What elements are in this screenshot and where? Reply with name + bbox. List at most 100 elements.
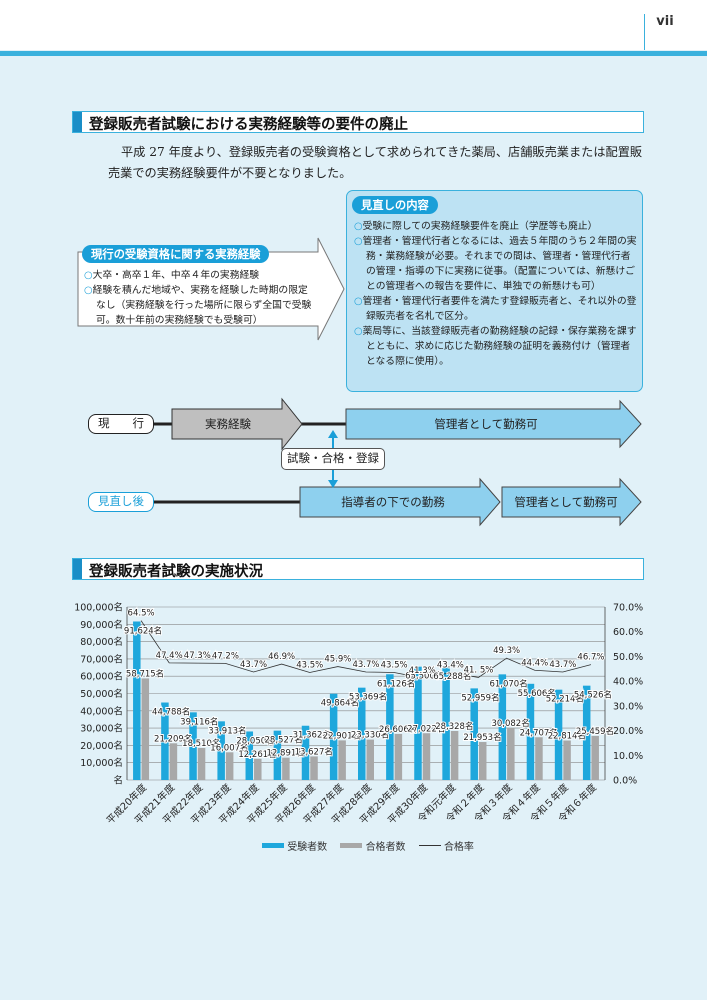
bar-applicants bbox=[582, 685, 591, 780]
applicants-data-label: 52,959名 bbox=[461, 692, 499, 703]
passers-data-label: 12,891名 bbox=[267, 748, 305, 759]
bullet-icon: ○ bbox=[354, 296, 363, 307]
connector-up-arrowhead bbox=[328, 430, 338, 438]
passers-data-label: 23,330名 bbox=[351, 730, 389, 741]
bar-passers bbox=[310, 756, 318, 780]
applicants-data-label: 31,362名 bbox=[293, 730, 331, 741]
legend-applicants-swatch bbox=[262, 843, 284, 848]
y2-tick-label: 50.0% bbox=[613, 652, 643, 663]
rate-data-label: 43.5% bbox=[381, 660, 408, 670]
y-tick-label: 60,000名 bbox=[80, 671, 123, 683]
y2-tick-label: 40.0% bbox=[613, 677, 643, 688]
page-number: vii bbox=[656, 14, 674, 29]
page-number-divider bbox=[644, 14, 645, 50]
bar-applicants bbox=[133, 621, 141, 780]
after-label: 見直し後 bbox=[88, 492, 154, 512]
applicants-data-label: 54,526名 bbox=[574, 690, 612, 701]
bar-applicants bbox=[554, 689, 563, 780]
bar-passers bbox=[394, 733, 403, 780]
current-box-title: 現行の受験資格に関する実務経験 bbox=[82, 245, 270, 263]
bar-applicants bbox=[329, 693, 338, 780]
page-header bbox=[0, 0, 707, 50]
bar-passers bbox=[169, 743, 178, 780]
review-box-item: ○管理者・管理代行者となるには、過去５年間のうち２年間の実務・業務経験が必要。そ… bbox=[354, 236, 637, 292]
rate-data-label: 43.4% bbox=[437, 661, 464, 671]
review-box bbox=[346, 190, 643, 392]
rate-data-label: 41. 5% bbox=[464, 665, 494, 675]
bar-passers bbox=[197, 747, 206, 780]
section-title-text: 登録販売者試験の実施状況 bbox=[89, 564, 263, 580]
legend-applicants: 受験者数 bbox=[287, 842, 328, 853]
bar-applicants bbox=[358, 687, 366, 780]
passers-data-label: 24,707名 bbox=[520, 727, 558, 738]
rate-data-label: 43.5% bbox=[296, 660, 323, 670]
passers-data-label: 26,606名 bbox=[379, 724, 417, 735]
connector-down-arrowhead bbox=[328, 480, 338, 488]
supervised-arrow bbox=[299, 477, 501, 527]
applicants-data-label: 65,500名 bbox=[405, 671, 443, 682]
manager-arrow-2 bbox=[501, 477, 642, 527]
rate-data-label: 45.9% bbox=[324, 655, 351, 665]
applicants-data-label: 28,527名 bbox=[265, 735, 303, 746]
y-tick-label: 20,000名 bbox=[80, 740, 123, 752]
passers-data-label: 22,901名 bbox=[323, 730, 361, 741]
legend-rate: 合格率 bbox=[443, 842, 474, 853]
rate-data-label: 46.7% bbox=[577, 653, 604, 663]
applicants-data-label: 91,624名 bbox=[124, 625, 162, 636]
bar-passers bbox=[507, 727, 515, 780]
rate-data-label: 49.3% bbox=[493, 646, 520, 656]
section-title-text: 登録販売者試験における実務経験等の要件の廃止 bbox=[89, 117, 408, 133]
bar-applicants bbox=[386, 674, 394, 780]
bar-passers bbox=[141, 678, 150, 780]
applicants-data-label: 52,214名 bbox=[546, 694, 584, 705]
legend-passers: 合格者数 bbox=[365, 842, 406, 853]
review-box-title: 見直しの内容 bbox=[352, 196, 438, 214]
passers-data-label: 12,261名 bbox=[238, 749, 276, 760]
bullet-icon: ○ bbox=[84, 285, 93, 296]
applicants-data-label: 49,864名 bbox=[321, 698, 359, 709]
applicants-data-label: 53,369名 bbox=[349, 692, 387, 703]
y-tick-label: 100,000名 bbox=[74, 602, 123, 614]
current-box-item: ○経験を積んだ地域や、実務を経験した時期の限定なし（実務経験を行った場所に限らず… bbox=[84, 285, 312, 326]
bar-passers bbox=[225, 752, 234, 780]
bar-applicants bbox=[498, 674, 507, 780]
passers-data-label: 18,510名 bbox=[182, 738, 220, 749]
rate-data-label: 64.5% bbox=[128, 609, 155, 619]
bar-passers bbox=[338, 740, 346, 780]
rate-data-label: 41.3% bbox=[409, 666, 436, 676]
y2-tick-label: 20.0% bbox=[613, 726, 643, 737]
rate-data-label: 47.4% bbox=[156, 651, 183, 661]
applicants-data-label: 65,288名 bbox=[433, 671, 471, 682]
bar-passers bbox=[563, 740, 571, 780]
intro-text: 平成 27 年度より、登録販売者の受験資格として求められてきた薬局、店舗販売業ま… bbox=[108, 145, 643, 180]
chart-legend: 受験者数 合格者数 合格率 bbox=[262, 838, 474, 853]
passers-data-label: 22,814名 bbox=[548, 731, 586, 742]
bullet-icon: ○ bbox=[354, 221, 363, 232]
bar-applicants bbox=[442, 667, 450, 780]
y-tick-label: 50,000名 bbox=[80, 688, 123, 700]
bullet-icon: ○ bbox=[354, 236, 363, 247]
section-title-exam-status: 登録販売者試験の実施状況 bbox=[72, 558, 644, 580]
applicants-data-label: 61,126名 bbox=[377, 678, 415, 689]
bar-applicants bbox=[217, 721, 225, 780]
y-tick-label: 40,000名 bbox=[80, 705, 123, 717]
review-box-item: ○受験に際しての実務経験要件を廃止（学歴等も廃止） bbox=[354, 221, 598, 232]
work-experience-label: 実務経験 bbox=[205, 417, 251, 431]
passers-data-label: 27,022名 bbox=[407, 723, 445, 734]
passers-data-label: 28,328名 bbox=[435, 721, 473, 732]
passers-data-label: 58,715名 bbox=[126, 668, 164, 679]
rate-data-label: 46.9% bbox=[268, 652, 295, 662]
passers-data-label: 21,209名 bbox=[154, 733, 192, 744]
section-title-requirements: 登録販売者試験における実務経験等の要件の廃止 bbox=[72, 111, 644, 133]
current-box-item: ○大卒・高卒１年、中卒４年の実務経験 bbox=[84, 270, 260, 281]
rate-line bbox=[140, 620, 592, 679]
bar-passers bbox=[282, 757, 290, 780]
applicants-data-label: 39,116名 bbox=[180, 716, 218, 727]
bar-applicants bbox=[245, 731, 254, 780]
bar-passers bbox=[254, 758, 262, 780]
bar-applicants bbox=[161, 702, 169, 780]
y2-tick-label: 60.0% bbox=[613, 627, 643, 638]
work-experience-arrow bbox=[171, 397, 303, 451]
current-label: 現 行 bbox=[88, 414, 154, 434]
